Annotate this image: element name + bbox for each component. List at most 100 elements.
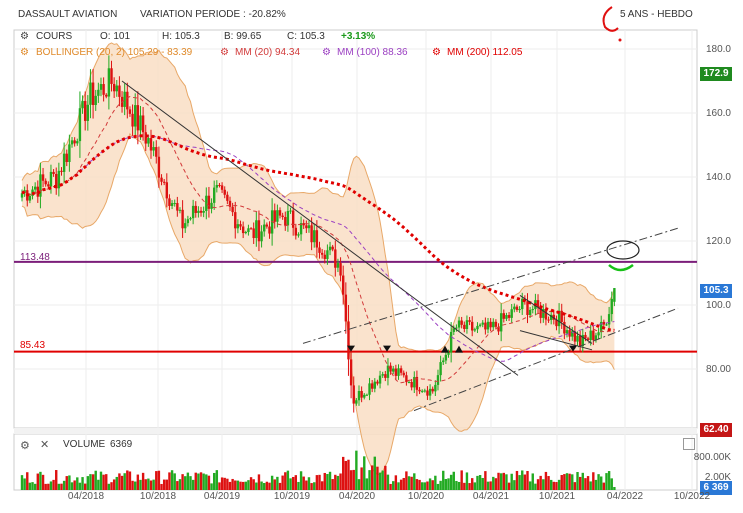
candle-body [413, 376, 416, 388]
candle-body [297, 234, 300, 236]
volume-bar [60, 483, 63, 490]
volume-bar [220, 477, 224, 490]
volume-bar [394, 475, 398, 490]
candle-body [584, 334, 587, 339]
volume-bar [160, 483, 163, 490]
settings-icon[interactable]: ⚙ [220, 47, 229, 58]
candle-body [605, 324, 608, 326]
volume-bar [547, 476, 550, 490]
volume-bar [83, 483, 87, 490]
volume-bar [239, 481, 242, 490]
candle-body [447, 352, 450, 355]
bollinger-lower [21, 132, 615, 476]
x-tick-label: 10/2018 [139, 491, 177, 502]
volume-bar [162, 479, 166, 490]
volume-bar [134, 481, 137, 490]
volume-bar [434, 475, 437, 490]
candle-body [565, 330, 569, 334]
candle-body [20, 193, 24, 198]
close-icon[interactable]: ✕ [40, 439, 50, 451]
candle-body [286, 211, 290, 226]
volume-bar [241, 481, 245, 490]
volume-bar [489, 481, 492, 490]
candle-body [494, 321, 498, 327]
volume-bar [47, 483, 50, 490]
volume-bar [33, 483, 37, 490]
volume-bar [597, 474, 600, 490]
volume-label: VOLUME [63, 439, 106, 450]
volume-bar [447, 478, 450, 490]
volume-bar [360, 467, 363, 490]
volume-bar [89, 474, 92, 490]
volume-bar [381, 470, 384, 490]
legend-mm20: MM (20) 94.34 [235, 47, 301, 58]
volume-bar [576, 472, 579, 490]
volume-bar [197, 473, 200, 490]
mm100-line [74, 135, 615, 362]
annotations [347, 6, 640, 353]
volume-bar [128, 471, 132, 490]
legend-bollinger: BOLLINGER (20, 2) 105.29 - 83.39 [36, 47, 193, 58]
candle-body [173, 203, 176, 205]
y-tick-label: 160.0 [705, 108, 731, 119]
candle-body [302, 223, 305, 226]
candle-body [326, 250, 329, 259]
candle-body [255, 220, 258, 239]
volume-bar [399, 479, 403, 490]
candle-body [123, 91, 126, 107]
volume-bar [286, 470, 290, 490]
candle-body [220, 185, 224, 190]
volume-tick-label: 800.00K [693, 452, 731, 463]
volume-bar [191, 479, 195, 490]
candle-body [526, 301, 529, 316]
candle-body [189, 218, 192, 220]
volume-tick-label: 2.00K [704, 472, 731, 483]
volume-bar [428, 478, 432, 490]
volume-bar [486, 481, 490, 490]
settings-icon[interactable]: ⚙ [20, 31, 29, 42]
candle-body [465, 320, 469, 329]
candle-body [436, 375, 440, 385]
volume-bar [73, 480, 76, 490]
volume-bar [605, 473, 608, 490]
volume-bar [563, 474, 566, 490]
volume-bar [420, 482, 424, 490]
candle-body [33, 186, 37, 190]
volume-bar [542, 479, 545, 490]
candle-body [505, 315, 508, 319]
period-label[interactable]: 5 ANS - HEBDO [620, 9, 693, 20]
x-tick-label: 04/2020 [338, 491, 376, 502]
candle-body [571, 331, 574, 337]
volume-bar [207, 475, 211, 490]
candle-body [165, 182, 169, 199]
volume-bar [123, 473, 126, 490]
candle-body [392, 368, 395, 372]
x-tick-label: 10/2019 [273, 491, 311, 502]
settings-icon[interactable]: ⚙ [322, 47, 331, 58]
legend-close: C: 105.3 [287, 31, 325, 42]
candle-body [318, 247, 321, 253]
volume-bar [344, 460, 348, 490]
candle-body [365, 394, 369, 396]
volume-bar [102, 474, 105, 490]
volume-bar [392, 481, 395, 490]
settings-icon[interactable]: ⚙ [20, 47, 29, 58]
volume-bar [68, 475, 71, 490]
volume-bar [323, 472, 326, 490]
volume-bar [510, 473, 513, 490]
settings-icon[interactable]: ⚙ [432, 47, 441, 58]
candle-body [105, 94, 108, 97]
volume-bar [594, 479, 598, 490]
maximize-icon[interactable] [683, 438, 695, 450]
last-price-tag: 105.3 [700, 284, 732, 298]
volume-bar [573, 482, 577, 490]
candle-body [549, 314, 553, 320]
y-tick-label: 120.0 [705, 236, 731, 247]
candle-body [49, 171, 53, 187]
settings-icon[interactable]: ⚙ [20, 440, 30, 452]
candle-body [389, 365, 392, 372]
volume-bar [28, 482, 32, 490]
candle-body [39, 174, 42, 197]
candle-body [81, 100, 84, 109]
